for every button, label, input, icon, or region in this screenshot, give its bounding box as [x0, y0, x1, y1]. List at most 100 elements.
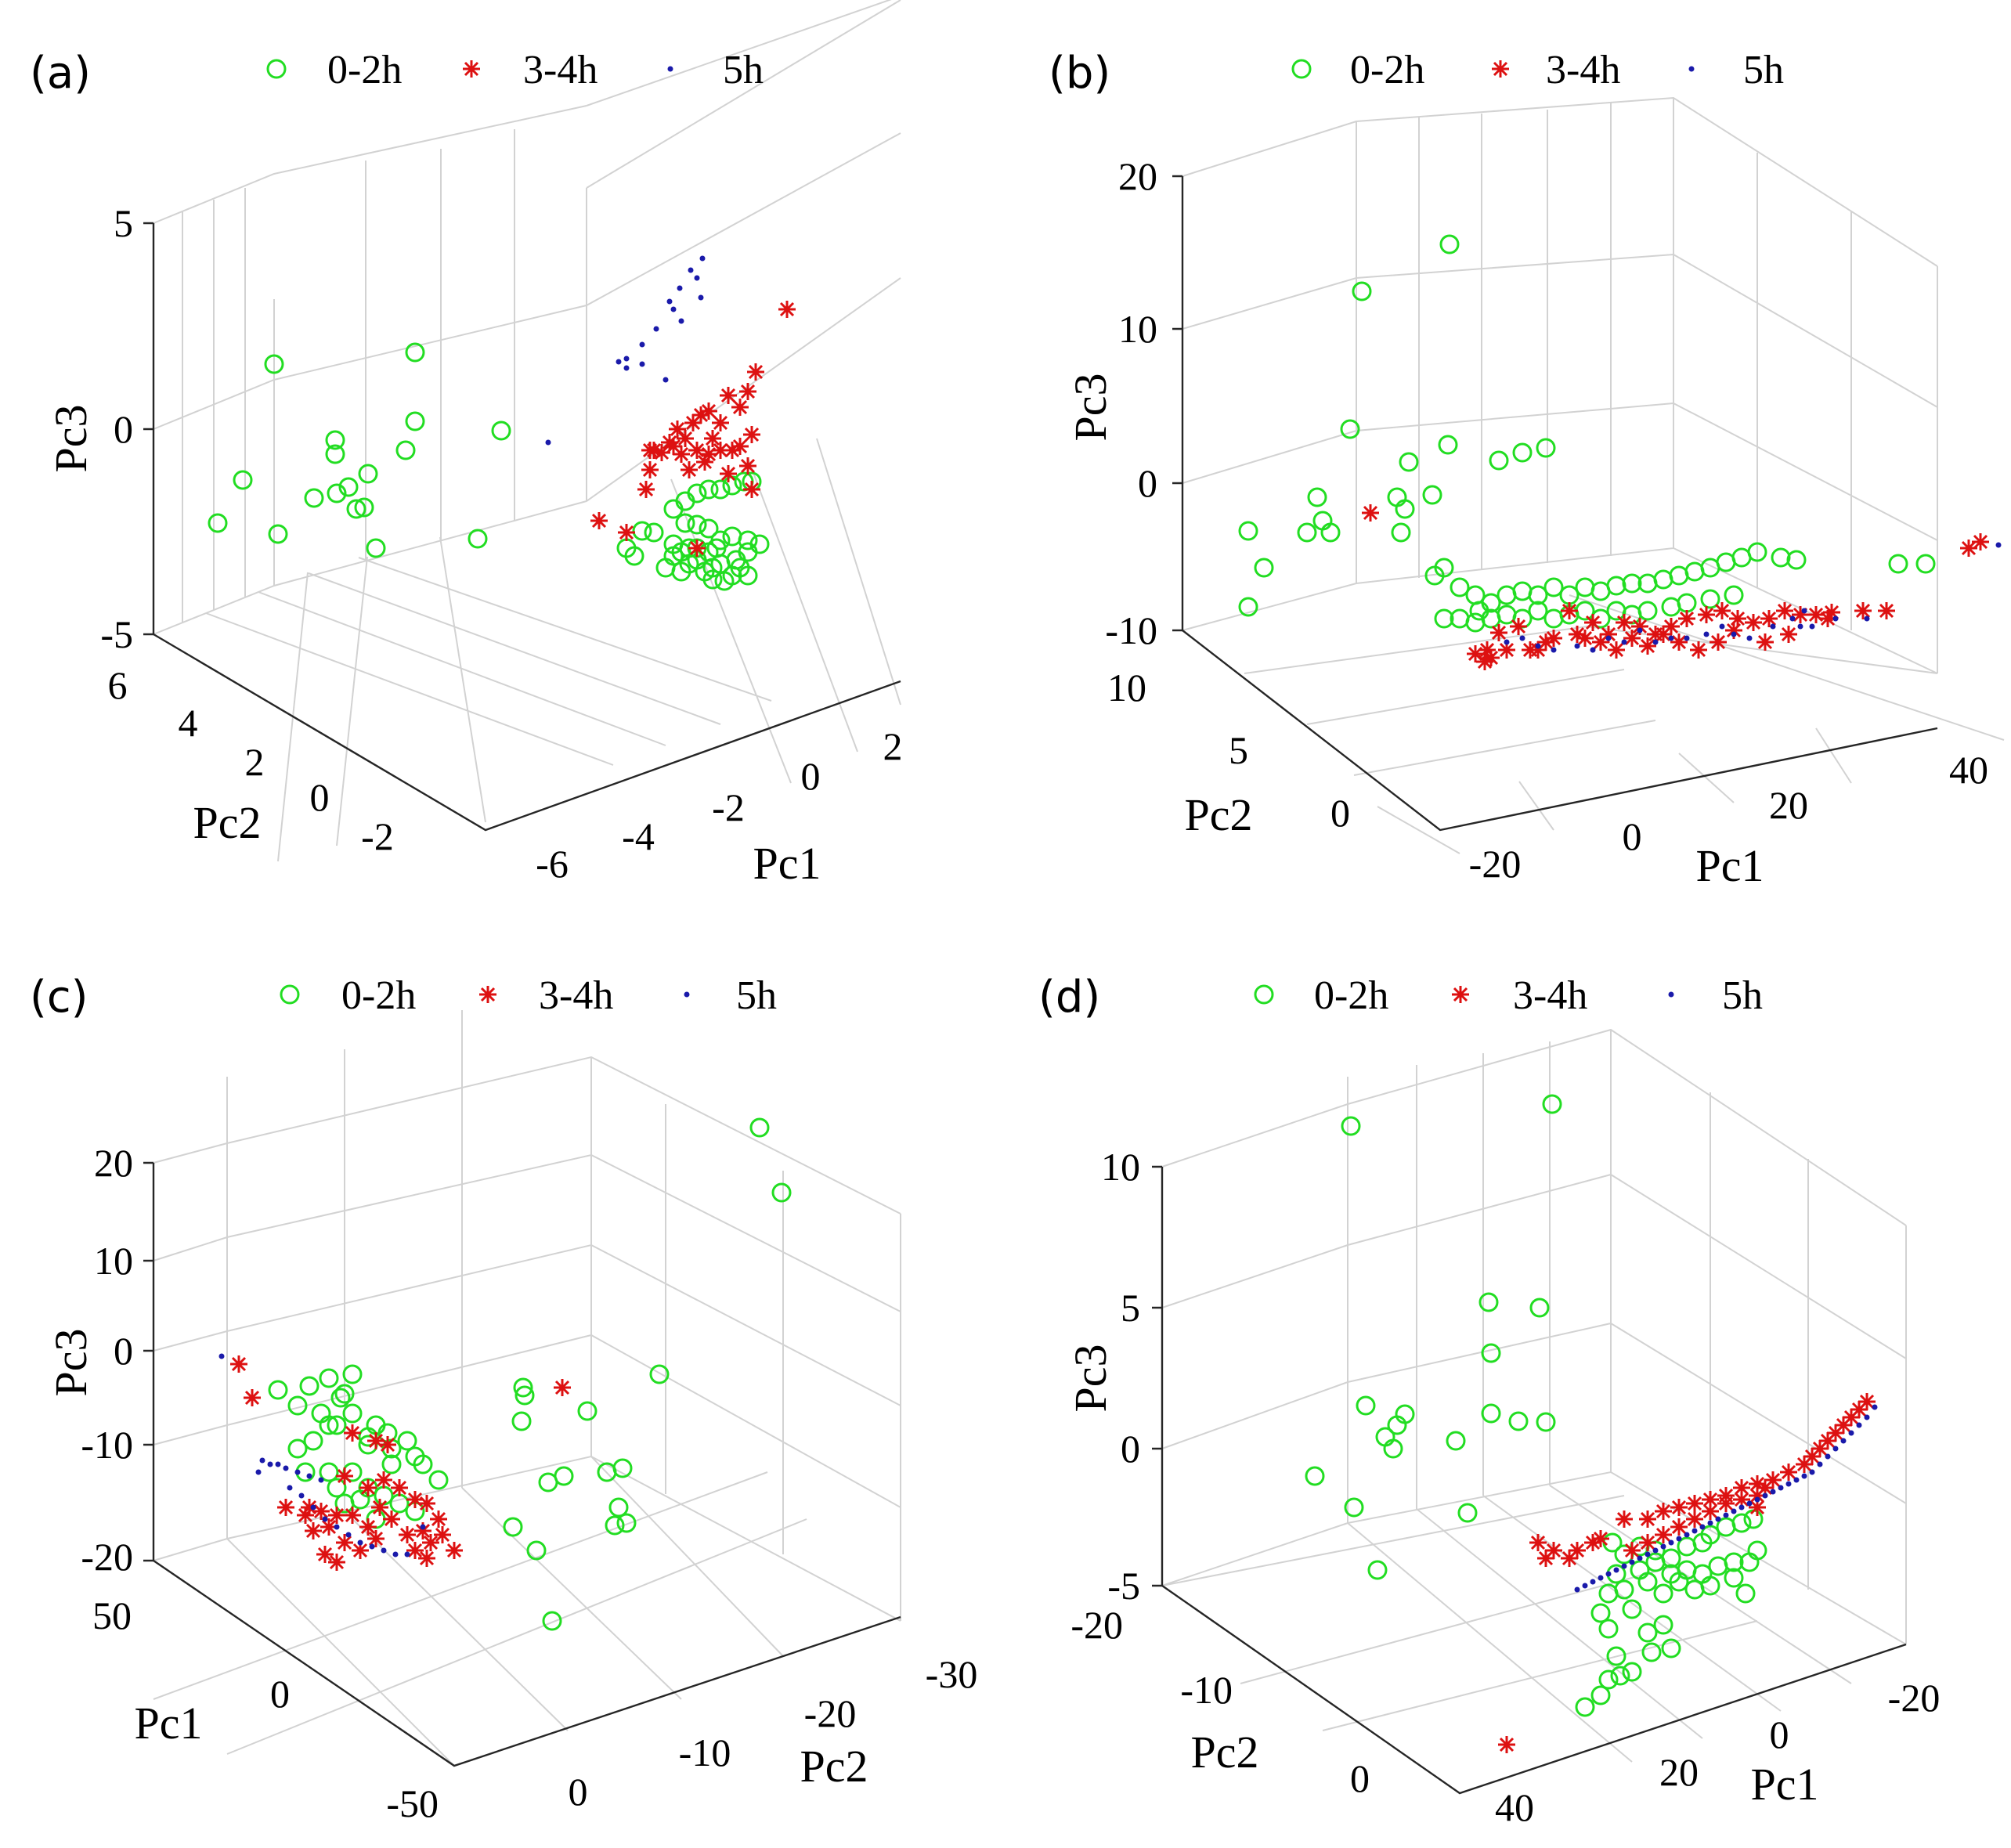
point-0-2h — [1395, 499, 1415, 519]
depth-tick-label: 0 — [1350, 1756, 1370, 1800]
point-3-4h — [359, 1518, 377, 1536]
axes-b — [1172, 175, 1938, 832]
point-0-2h — [710, 479, 731, 500]
legend-dot-icon — [684, 991, 690, 998]
point-5h — [283, 1465, 289, 1471]
point-0-2h — [1743, 1509, 1764, 1529]
point-5h — [639, 361, 645, 367]
horiz-axis-label-d: Pc1 — [1751, 1759, 1819, 1810]
legend-asterisk-icon — [1492, 60, 1509, 78]
point-3-4h — [422, 1534, 439, 1551]
horiz-tick-label: -20 — [804, 1691, 857, 1735]
legend-d: 0-2h 3-4h 5h — [1254, 973, 1763, 1018]
depth-tick-label: -20 — [1070, 1603, 1123, 1647]
point-3-4h — [1616, 1511, 1633, 1528]
point-0-2h — [1450, 577, 1470, 597]
point-0-2h — [299, 1376, 320, 1396]
legend-b: 0-2h 3-4h 5h — [1291, 48, 1784, 92]
point-0-2h — [1653, 1583, 1673, 1604]
point-5h — [322, 1516, 328, 1522]
point-5h — [1746, 1500, 1753, 1507]
point-3-4h — [669, 420, 686, 438]
point-0-2h — [1637, 601, 1658, 621]
z-tick-labels-b: 20 10 0 -10 — [1105, 154, 1157, 652]
point-0-2h — [468, 529, 488, 549]
point-0-2h — [616, 1513, 637, 1533]
horiz-tick-label: -2 — [712, 785, 745, 829]
point-5h — [1598, 1575, 1604, 1581]
axes-c — [143, 1161, 901, 1767]
point-0-2h — [513, 1377, 533, 1398]
point-0-2h — [389, 1493, 410, 1514]
z-axis-label-b: Pc3 — [1065, 374, 1116, 442]
point-5h — [255, 1469, 262, 1475]
depth-tick-label: 2 — [245, 740, 265, 784]
point-5h — [1715, 1516, 1721, 1522]
horiz-tick-label: -6 — [536, 842, 569, 886]
point-5h — [1652, 1547, 1659, 1554]
point-0-2h — [1622, 1599, 1642, 1619]
legend-circle-icon — [1254, 984, 1274, 1005]
point-5h — [357, 1539, 363, 1546]
horiz-tick-label: 2 — [883, 724, 903, 768]
point-5h — [318, 1477, 324, 1483]
point-0-2h — [1598, 1583, 1619, 1604]
point-3-4h — [379, 1436, 396, 1453]
point-0-2h — [1391, 522, 1411, 543]
z-tick-labels-a: 5 0 -5 — [100, 201, 133, 656]
point-5h — [1613, 1567, 1619, 1573]
point-3-4h — [1490, 624, 1507, 641]
legend-label-3-4h: 3-4h — [1513, 973, 1587, 1018]
point-0-2h — [526, 1540, 547, 1561]
point-3-4h — [1592, 633, 1609, 651]
point-5h — [294, 1469, 301, 1475]
z-tick-label: 10 — [94, 1239, 133, 1283]
point-0-2h — [1305, 1466, 1325, 1486]
point-3-4h — [637, 481, 655, 498]
point-0-2h — [738, 530, 758, 550]
point-0-2h — [1598, 1669, 1619, 1690]
point-3-4h — [1686, 1495, 1703, 1512]
horiz-tick-label: -20 — [1888, 1676, 1941, 1720]
point-5h — [1590, 647, 1596, 653]
point-3-4h — [1819, 610, 1836, 627]
point-0-2h — [287, 1438, 308, 1459]
point-0-2h — [1606, 576, 1626, 596]
point-3-4h — [1670, 1499, 1688, 1516]
z-tick-label: 5 — [114, 201, 133, 245]
point-5h — [1832, 615, 1839, 622]
point-5h — [1652, 639, 1659, 645]
point-0-2h — [1622, 573, 1642, 594]
depth-tick-labels-b: 10 5 0 — [1107, 666, 1350, 835]
point-0-2h — [738, 565, 758, 586]
legend-label-3-4h: 3-4h — [539, 973, 613, 1018]
panel-c: (c) 0-2h 3-4h 5h 20 10 0 -10 -20 50 0 -5… — [0, 924, 1006, 1848]
point-5h — [639, 341, 645, 348]
point-3-4h — [344, 1424, 361, 1442]
point-0-2h — [663, 546, 684, 566]
point-0-2h — [1747, 1540, 1767, 1561]
point-0-2h — [1543, 608, 1564, 629]
point-5h — [1668, 635, 1674, 641]
point-0-2h — [1536, 1412, 1556, 1432]
point-3-4h — [344, 1507, 361, 1524]
point-5h — [698, 294, 704, 301]
point-3-4h — [1655, 1503, 1672, 1520]
horiz-tick-labels-a: -6 -4 -2 0 2 — [536, 724, 902, 886]
point-0-2h — [1465, 585, 1486, 605]
panel-b: (b) 0-2h 3-4h 5h 20 10 0 -10 10 5 0 Pc2 … — [1006, 0, 2011, 924]
point-0-2h — [687, 483, 707, 504]
depth-tick-label: 0 — [270, 1672, 290, 1716]
point-3-4h — [1854, 602, 1872, 619]
point-3-4h — [277, 1499, 294, 1516]
point-3-4h — [1760, 610, 1778, 627]
point-5h — [1621, 639, 1627, 645]
point-3-4h — [1498, 1736, 1515, 1753]
legend-label-0-2h: 0-2h — [1314, 973, 1388, 1018]
point-0-2h — [395, 440, 416, 460]
point-5h — [688, 267, 694, 273]
z-tick-label: -10 — [1105, 608, 1157, 652]
point-0-2h — [511, 1411, 532, 1431]
point-5h — [420, 1524, 426, 1530]
point-0-2h — [287, 1395, 308, 1416]
